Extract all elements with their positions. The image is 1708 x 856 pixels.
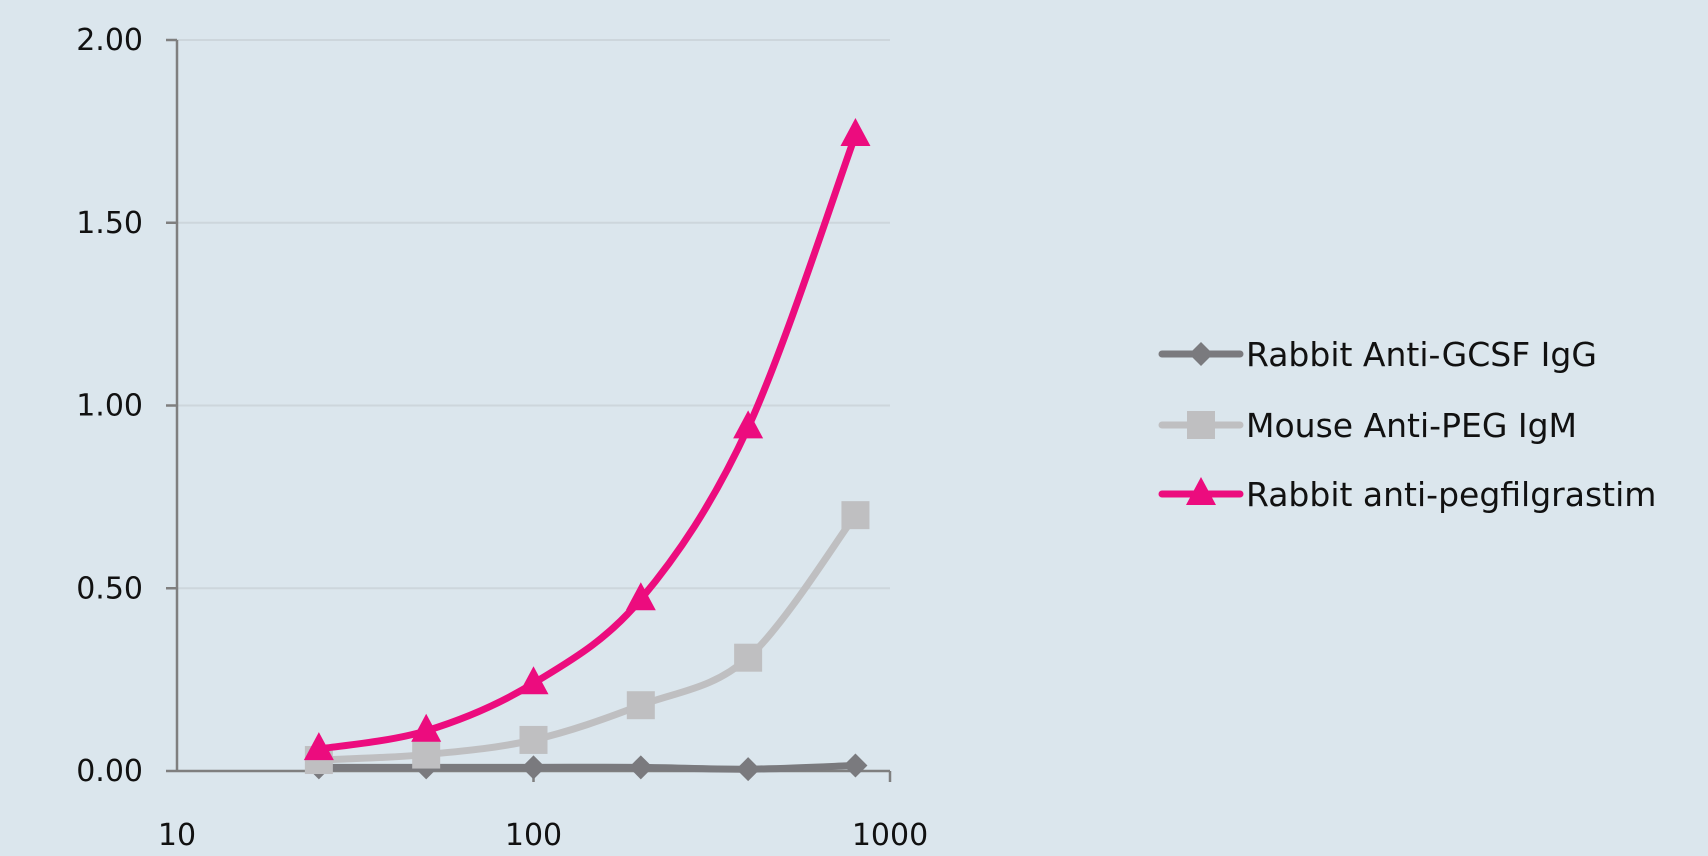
series-line bbox=[315, 131, 859, 753]
legend-marker bbox=[1186, 477, 1216, 505]
data-point bbox=[521, 755, 546, 780]
series-line bbox=[315, 511, 859, 764]
y-tick-label: 1.00 bbox=[76, 389, 143, 424]
series-line bbox=[315, 762, 859, 773]
data-point bbox=[519, 725, 548, 754]
y-tick-label: 1.50 bbox=[76, 206, 143, 241]
data-point bbox=[518, 666, 549, 695]
y-tick-label: 2.00 bbox=[76, 23, 143, 58]
legend: Rabbit Anti-GCSF IgG Mouse Anti-PEG IgM Ra… bbox=[1158, 335, 1656, 514]
data-point bbox=[843, 753, 868, 778]
data-point bbox=[628, 755, 653, 780]
legend-marker bbox=[1187, 411, 1215, 439]
x-axis-ticks: 10 100 1000 bbox=[158, 771, 928, 853]
data-point bbox=[734, 643, 763, 672]
data-point bbox=[411, 713, 442, 742]
legend-item: Rabbit anti-pegfilgrastim bbox=[1158, 475, 1656, 514]
x-tick-label: 100 bbox=[505, 818, 562, 853]
series-3 bbox=[303, 118, 871, 761]
x-tick-label: 10 bbox=[158, 818, 196, 853]
data-point bbox=[841, 501, 870, 530]
x-tick-label: 1000 bbox=[852, 818, 928, 853]
legend-label: Rabbit Anti-GCSF IgG bbox=[1246, 335, 1597, 374]
legend-label: Mouse Anti-PEG IgM bbox=[1246, 406, 1577, 445]
data-point bbox=[626, 691, 655, 720]
data-point bbox=[412, 740, 441, 769]
data-point bbox=[625, 582, 656, 611]
data-point bbox=[733, 410, 764, 439]
y-axis-ticks: 0.00 0.50 1.00 1.50 2.00 bbox=[76, 23, 177, 789]
data-point bbox=[736, 757, 761, 782]
legend-label: Rabbit anti-pegfilgrastim bbox=[1246, 475, 1656, 514]
y-tick-label: 0.50 bbox=[76, 571, 143, 606]
legend-marker bbox=[1189, 342, 1213, 366]
series-group bbox=[303, 118, 871, 782]
data-point bbox=[303, 732, 334, 761]
series-2 bbox=[304, 501, 870, 775]
data-point bbox=[840, 118, 871, 147]
y-tick-label: 0.00 bbox=[76, 754, 143, 789]
gridlines bbox=[177, 39, 890, 590]
legend-item: Mouse Anti-PEG IgM bbox=[1158, 406, 1577, 445]
legend-item: Rabbit Anti-GCSF IgG bbox=[1158, 335, 1597, 374]
